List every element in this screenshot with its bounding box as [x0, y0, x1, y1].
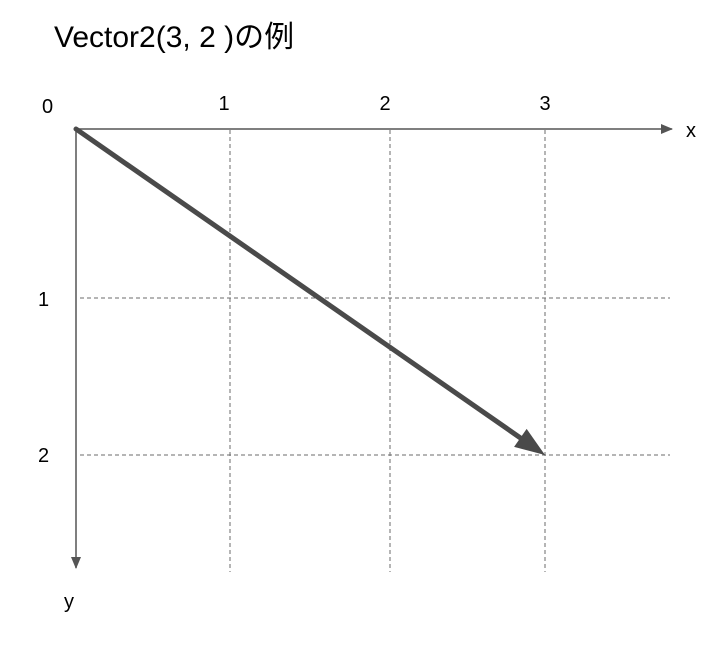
x-axis-label: x: [686, 120, 696, 142]
y-tick-2: 2: [38, 445, 49, 467]
x-tick-1: 1: [218, 93, 229, 115]
vector-arrowhead: [514, 428, 545, 455]
diagram-title: Vector2(3, 2 )の例: [54, 21, 294, 54]
origin-label: 0: [42, 96, 53, 118]
x-tick-2: 2: [379, 93, 390, 115]
vector-shaft: [73, 126, 527, 443]
y-tick-1: 1: [38, 289, 49, 311]
x-tick-3: 3: [539, 93, 550, 115]
y-axis-label: y: [64, 591, 74, 613]
